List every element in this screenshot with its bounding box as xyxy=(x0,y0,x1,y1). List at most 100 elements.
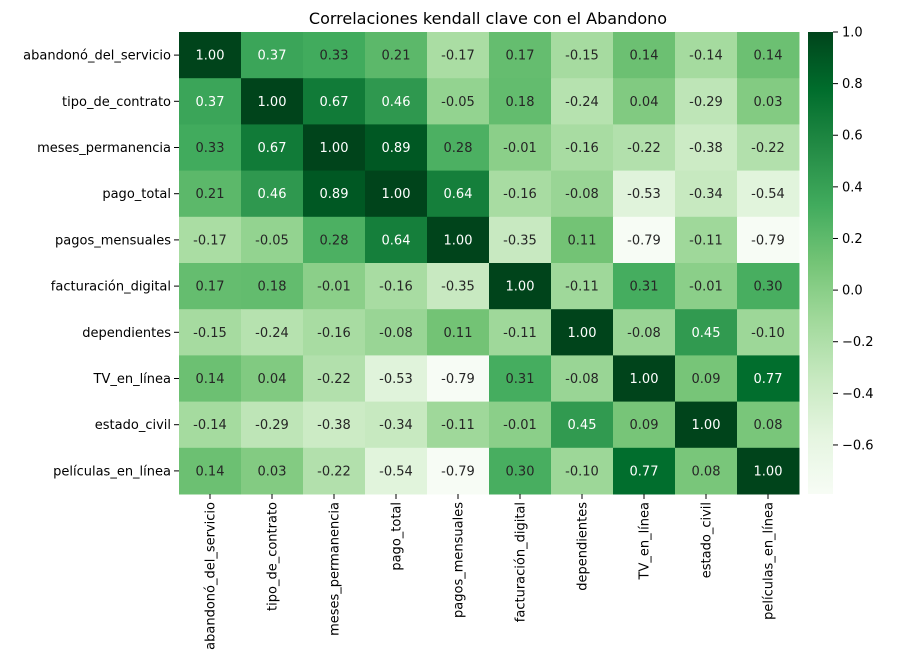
cell-value-label: 0.67 xyxy=(320,95,349,110)
y-tick-label: tipo_de_contrato xyxy=(62,95,171,110)
heatmap-cell xyxy=(737,170,800,218)
cell-value-label: -0.35 xyxy=(441,280,475,295)
y-tick-label: películas_en_línea xyxy=(53,464,171,479)
cell-value-label: -0.10 xyxy=(751,326,785,341)
x-tick-label: pago_total xyxy=(390,502,405,571)
y-tick-label: facturación_digital xyxy=(51,280,171,295)
cell-value-label: -0.17 xyxy=(193,233,227,248)
heatmap-cell xyxy=(303,263,366,310)
heatmap-cell xyxy=(179,309,242,356)
cell-value-label: -0.01 xyxy=(317,280,351,295)
heatmap-cell xyxy=(179,447,242,495)
heatmap-cell xyxy=(241,78,304,125)
heatmap-cell xyxy=(613,355,676,403)
colorbar-tick-label: −0.6 xyxy=(842,438,874,453)
x-tick-label: estado_civil xyxy=(700,502,715,578)
heatmap-cell xyxy=(675,401,738,449)
heatmap-cell xyxy=(365,78,428,125)
cell-value-label: 0.33 xyxy=(196,141,225,156)
x-tick-label: facturación_digital xyxy=(514,502,529,622)
heatmap-cell xyxy=(551,78,614,125)
cell-value-label: -0.54 xyxy=(379,464,413,479)
x-axis: abandonó_del_servicio tipo_de_contrato mes… xyxy=(204,494,777,650)
heatmap-cell xyxy=(489,263,552,310)
heatmap-cell xyxy=(427,355,490,403)
cell-value-label: 0.17 xyxy=(196,280,225,295)
colorbar-tick-label: −0.2 xyxy=(842,335,874,350)
y-axis: abandonó_del_servicio tipo_de_contratomes… xyxy=(23,49,179,479)
cell-value-label: -0.11 xyxy=(565,280,599,295)
heatmap-cell xyxy=(303,124,366,172)
heatmap-cell xyxy=(241,263,304,310)
cell-value-label: -0.16 xyxy=(317,326,351,341)
heatmap-cell xyxy=(737,32,800,79)
chart-title: Correlaciones kendall clave con el Aband… xyxy=(309,9,667,28)
cell-value-label: 0.31 xyxy=(630,280,659,295)
cell-value-label: 1.00 xyxy=(568,326,597,341)
cell-value-label: 0.21 xyxy=(196,187,225,202)
cell-value-label: 0.18 xyxy=(506,95,535,110)
cell-value-label: -0.05 xyxy=(441,95,475,110)
cell-value-label: 0.64 xyxy=(382,233,411,248)
heatmap-cell xyxy=(551,124,614,172)
cell-value-label: -0.16 xyxy=(503,187,537,202)
cell-value-label: 0.37 xyxy=(258,49,287,64)
heatmap-cell xyxy=(613,447,676,495)
heatmap-cell xyxy=(613,309,676,356)
heatmap-cell xyxy=(179,78,242,125)
cell-value-label: -0.38 xyxy=(317,418,351,433)
heatmap-cell xyxy=(551,32,614,79)
cell-value-label: -0.10 xyxy=(565,464,599,479)
heatmap-cell xyxy=(365,355,428,403)
heatmap-cell xyxy=(179,216,242,264)
heatmap-cell xyxy=(737,447,800,495)
heatmap-cell xyxy=(675,170,738,218)
colorbar-tick-label: −0.4 xyxy=(842,387,874,402)
cell-value-label: -0.01 xyxy=(503,141,537,156)
heatmap-cell xyxy=(737,355,800,403)
heatmap-cell xyxy=(179,170,242,218)
cell-value-label: -0.54 xyxy=(751,187,785,202)
cell-value-label: -0.34 xyxy=(379,418,413,433)
heatmap-cell xyxy=(241,401,304,449)
cell-value-label: -0.22 xyxy=(317,464,351,479)
heatmap-cell xyxy=(551,263,614,310)
heatmap-cell xyxy=(179,263,242,310)
cell-value-label: -0.38 xyxy=(689,141,723,156)
cell-value-label: 0.46 xyxy=(382,95,411,110)
cell-value-label: -0.15 xyxy=(565,49,599,64)
heatmap-cell xyxy=(737,309,800,356)
heatmap-cell xyxy=(303,355,366,403)
y-tick-label: TV_en_línea xyxy=(93,372,172,387)
cell-value-label: -0.08 xyxy=(565,372,599,387)
x-tick-label: películas_en_línea xyxy=(762,502,777,620)
cell-value-label: 0.37 xyxy=(196,95,225,110)
cell-value-label: 0.08 xyxy=(692,464,721,479)
x-tick-label: meses_permanencia xyxy=(328,502,343,636)
heatmap-cell xyxy=(365,216,428,264)
heatmap-cell xyxy=(613,401,676,449)
colorbar-tick-label: 0.0 xyxy=(842,284,863,299)
cell-value-label: 0.21 xyxy=(382,49,411,64)
heatmap-cell xyxy=(675,32,738,79)
cell-value-label: 0.28 xyxy=(320,233,349,248)
heatmap-cell xyxy=(737,124,800,172)
cell-value-label: 0.30 xyxy=(506,464,535,479)
heatmap-cell xyxy=(303,170,366,218)
x-tick-label: pagos_mensuales xyxy=(452,502,467,618)
y-tick-label: pago_total xyxy=(102,187,171,202)
cell-value-label: -0.53 xyxy=(627,187,661,202)
cell-value-label: -0.16 xyxy=(565,141,599,156)
heatmap-cell xyxy=(489,78,552,125)
heatmap-cell xyxy=(365,124,428,172)
heatmap-cell xyxy=(489,124,552,172)
cell-value-label: 0.18 xyxy=(258,280,287,295)
cell-value-label: -0.79 xyxy=(751,233,785,248)
cell-value-label: -0.29 xyxy=(255,418,289,433)
colorbar-gradient xyxy=(808,32,833,494)
x-tick-label: TV_en_línea xyxy=(638,502,653,581)
cell-value-label: 1.00 xyxy=(196,49,225,64)
cell-value-label: 0.04 xyxy=(630,95,659,110)
cell-value-label: 0.14 xyxy=(196,372,225,387)
